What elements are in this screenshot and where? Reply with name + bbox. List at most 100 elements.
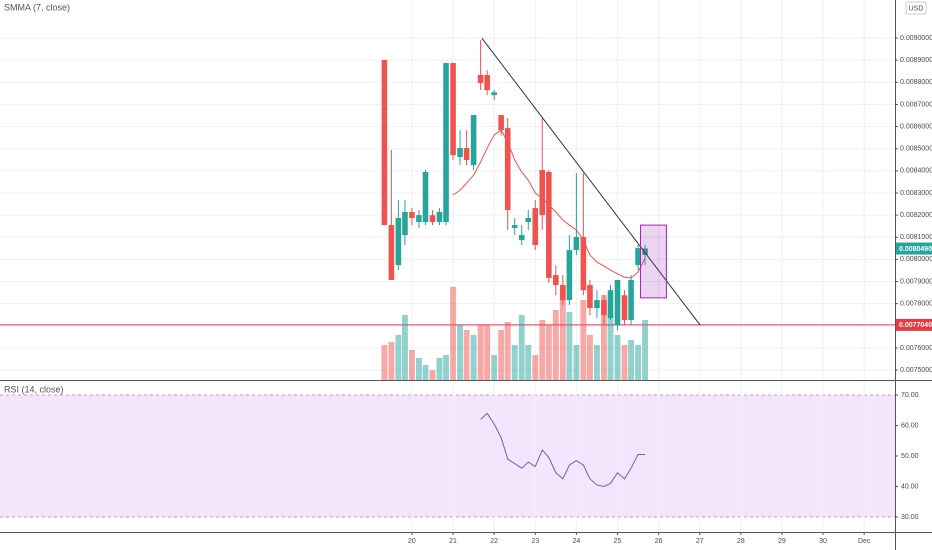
candle-body <box>628 279 634 321</box>
candle-body <box>546 171 552 278</box>
volume-bar <box>395 335 402 380</box>
candle-body <box>402 212 408 236</box>
volume-bar <box>409 350 415 380</box>
volume-bar <box>402 315 408 380</box>
volume-bar <box>642 320 648 380</box>
volume-bar <box>518 315 525 380</box>
volume-bar <box>388 342 395 380</box>
volume-bar <box>587 335 593 380</box>
volume-bar <box>594 345 600 380</box>
candle-body <box>580 237 587 291</box>
y-tick-label: 0.00900000 <box>900 35 932 42</box>
level-tag <box>896 318 932 331</box>
volume-bar <box>559 288 566 380</box>
volume-bar <box>573 345 580 380</box>
volume-bar <box>498 330 505 380</box>
candle-body <box>416 215 422 222</box>
x-tick-label: 24 <box>572 538 580 545</box>
x-tick-label: 26 <box>655 538 663 545</box>
candle-body <box>573 237 580 251</box>
candle-body <box>470 115 477 166</box>
volume-bar <box>511 345 518 380</box>
volume-bar <box>470 335 477 380</box>
volume-bar <box>545 325 552 380</box>
volume-bar <box>628 340 634 380</box>
x-tick-label: 25 <box>614 538 622 545</box>
candle-body <box>642 248 648 255</box>
candle-body <box>614 279 621 326</box>
candle-body <box>422 171 429 222</box>
volume-bar <box>539 320 546 380</box>
marks <box>0 37 895 488</box>
candle-body <box>566 250 573 301</box>
last-price-tag <box>896 242 932 255</box>
smma-line <box>452 129 646 279</box>
candle-body <box>381 59 388 226</box>
candle-body <box>539 169 546 216</box>
indicator-label: SMMA (7, close) <box>4 2 70 12</box>
candle-body <box>525 217 532 222</box>
x-tick-label: 21 <box>449 538 457 545</box>
candle-body <box>607 290 614 319</box>
volume-bar <box>607 315 614 380</box>
volume-bar <box>504 322 511 380</box>
volume-bar <box>525 345 532 380</box>
volume-bar <box>635 345 641 380</box>
x-tick-label: 29 <box>778 538 786 545</box>
rsi-label: RSI (14, close) <box>4 384 64 394</box>
rsi-band <box>0 394 895 517</box>
candle-body <box>553 275 559 286</box>
candle-body <box>532 208 539 245</box>
candle-body <box>395 217 402 266</box>
volume-bar <box>491 355 498 380</box>
volume-bar <box>436 358 443 380</box>
rsi-line <box>480 412 646 488</box>
currency-badge <box>905 1 927 15</box>
x-tick-label: 20 <box>408 538 416 545</box>
volume-bar <box>621 345 628 380</box>
x-tick-label: 30 <box>819 538 827 545</box>
rsi-tick-label: 70.00 <box>901 392 919 399</box>
volume-bar <box>600 295 607 380</box>
volume-bar <box>443 355 449 380</box>
candle-body <box>436 212 443 222</box>
candle-body <box>560 285 566 301</box>
volume-bar <box>484 325 491 380</box>
candle-body <box>477 75 484 83</box>
volume-bar <box>450 287 456 380</box>
candle-body <box>409 212 415 218</box>
candle-body <box>601 300 607 316</box>
volume-bar <box>457 325 463 380</box>
candle-body <box>587 285 593 309</box>
candle-body <box>443 63 449 222</box>
rsi-tick-label: 60.00 <box>901 422 919 429</box>
volume-bar <box>580 300 587 380</box>
candle-body <box>429 215 436 222</box>
highlight-box <box>640 224 667 299</box>
candle-body <box>491 92 497 96</box>
rsi-tick-label: 40.00 <box>901 483 919 490</box>
trendline <box>481 37 701 326</box>
volume-bar <box>415 358 422 380</box>
candle-body <box>621 295 628 321</box>
rsi-tick-label: 50.00 <box>901 453 919 460</box>
candle-body <box>635 248 641 266</box>
x-tick-label: 22 <box>490 538 498 545</box>
candle-body <box>457 148 463 158</box>
